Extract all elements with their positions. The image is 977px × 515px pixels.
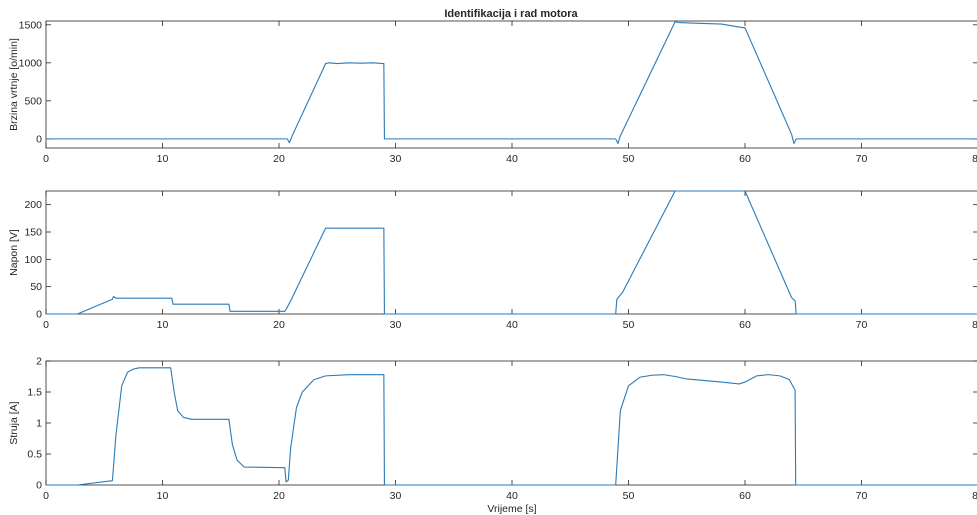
x-tick-label: 20	[273, 153, 285, 165]
axes-box	[45, 190, 977, 315]
x-tick-label: 30	[390, 153, 402, 165]
x-tick-label: 80	[972, 490, 977, 502]
x-tick-label: 60	[739, 153, 751, 165]
y-tick-label: 0.5	[27, 449, 42, 461]
x-tick-label: 0	[43, 153, 49, 165]
x-tick-label: 80	[972, 153, 977, 165]
y-tick-label: 100	[24, 254, 42, 266]
x-tick-label: 50	[623, 153, 635, 165]
subplot-1: 0 10 20 30 40 50 60 70 80 0 500 1000 1500 Brzina vrtn…	[8, 19, 977, 165]
series-line	[46, 190, 977, 315]
subplot-3: 0 10 20 30 40 50 60 70 80 0 0.5 1 1.5 2 Struja [A] Vrij…	[8, 356, 977, 515]
y-tick-label: 1.5	[27, 387, 42, 399]
series-line	[46, 21, 977, 144]
x-tick-label: 10	[157, 319, 169, 331]
axes-box	[45, 360, 977, 486]
y-axis-label: Brzina vrtnje [o/min]	[8, 38, 20, 131]
y-tick-label: 0	[36, 309, 42, 321]
y-tick-label: 1000	[19, 57, 43, 69]
y-tick-label: 0	[36, 480, 42, 492]
x-tick-label: 0	[43, 490, 49, 502]
subplot-2: 0 10 20 30 40 50 60 70 80 0 50 100 150 200 Napon [V]	[8, 190, 977, 331]
x-tick-label: 70	[856, 490, 868, 502]
y-tick-label: 200	[24, 199, 42, 211]
x-tick-label: 0	[43, 319, 49, 331]
x-tick-label: 20	[273, 490, 285, 502]
x-tick-label: 30	[390, 319, 402, 331]
x-tick-label: 20	[273, 319, 285, 331]
series-line	[46, 367, 977, 486]
x-tick-label: 80	[972, 319, 977, 331]
x-tick-label: 10	[157, 490, 169, 502]
x-tick-label: 60	[739, 319, 751, 331]
y-axis-label: Napon [V]	[8, 229, 20, 276]
y-tick-label: 1500	[19, 19, 43, 31]
y-tick-label: 50	[30, 281, 42, 293]
axes-box	[45, 20, 977, 149]
y-tick-label: 150	[24, 227, 42, 239]
x-tick-label: 40	[506, 319, 518, 331]
x-tick-label: 50	[623, 490, 635, 502]
x-tick-label: 70	[856, 153, 868, 165]
y-tick-label: 500	[24, 95, 42, 107]
x-axis-label: Vrijeme [s]	[487, 503, 536, 515]
y-axis-label: Struja [A]	[8, 401, 20, 444]
y-tick-label: 1	[36, 418, 42, 430]
x-tick-label: 10	[157, 153, 169, 165]
x-tick-label: 40	[506, 153, 518, 165]
x-tick-label: 40	[506, 490, 518, 502]
x-tick-label: 70	[856, 319, 868, 331]
x-tick-label: 50	[623, 319, 635, 331]
x-tick-label: 30	[390, 490, 402, 502]
y-tick-label: 2	[36, 356, 42, 368]
chart-title: Identifikacija i rad motora	[444, 8, 578, 20]
x-tick-label: 60	[739, 490, 751, 502]
y-tick-label: 0	[36, 133, 42, 145]
